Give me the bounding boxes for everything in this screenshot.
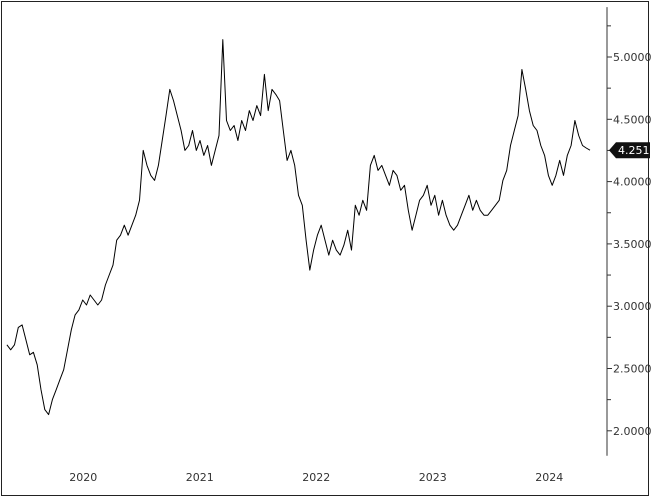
y-tick-label: 2.0000 bbox=[613, 425, 652, 438]
y-tick-label: 4.5000 bbox=[613, 113, 652, 126]
y-tick-label: 3.0000 bbox=[613, 300, 652, 313]
y-tick-label: 4.0000 bbox=[613, 176, 652, 189]
x-tick-label: 2022 bbox=[302, 471, 330, 484]
x-tick-label: 2023 bbox=[419, 471, 447, 484]
last-value-tag: 4.2518 bbox=[609, 142, 652, 159]
last-value-label: 4.2518 bbox=[618, 144, 652, 157]
series-line-price bbox=[6, 39, 591, 416]
y-tick-label: 2.5000 bbox=[613, 363, 652, 376]
x-tick-label: 2024 bbox=[535, 471, 563, 484]
y-tick-label: 5.0000 bbox=[613, 51, 652, 64]
y-tick-label: 3.5000 bbox=[613, 238, 652, 251]
x-tick-label: 2020 bbox=[69, 471, 97, 484]
x-tick-label: 2021 bbox=[186, 471, 214, 484]
